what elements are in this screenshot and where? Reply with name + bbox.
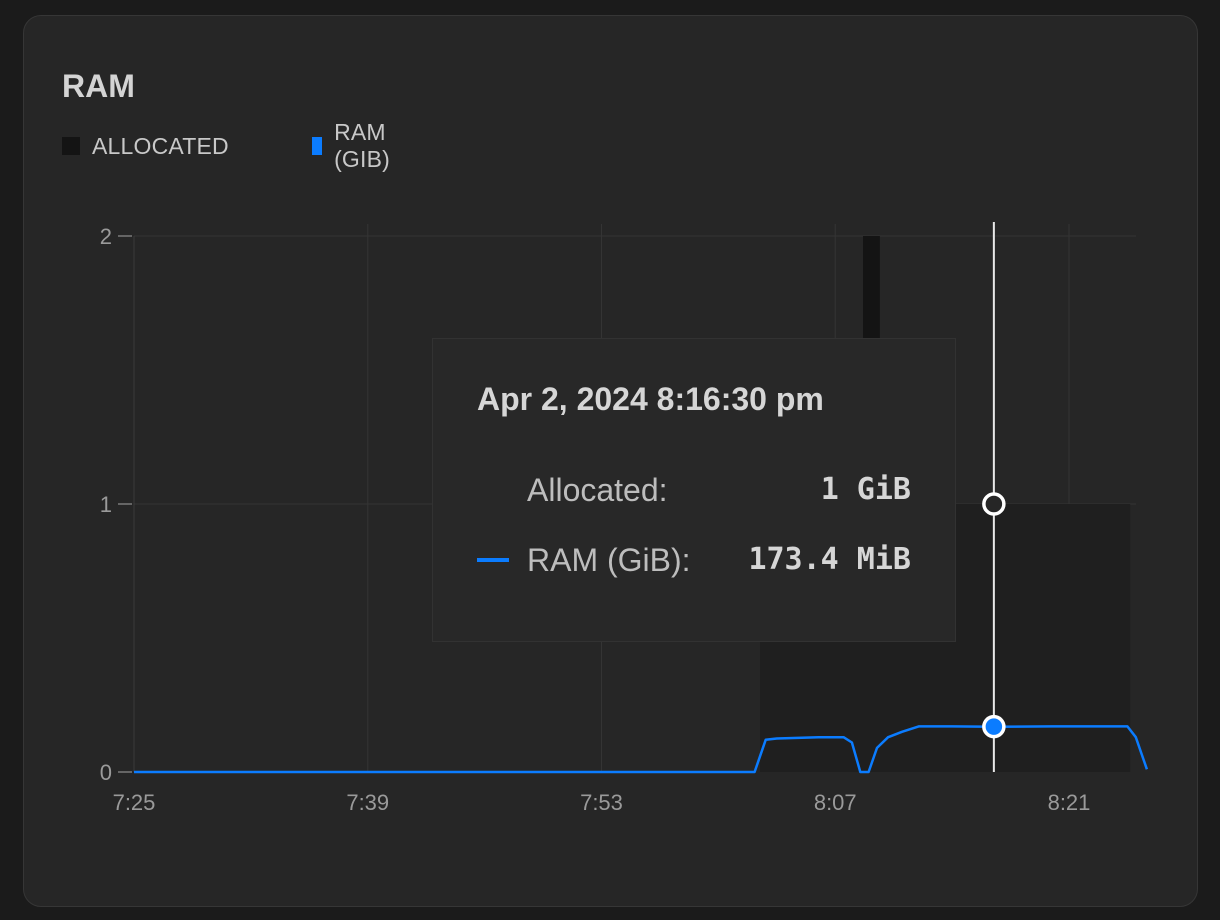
tooltip-timestamp: Apr 2, 2024 8:16:30 pm — [477, 381, 824, 417]
x-tick-label: 8:21 — [1048, 790, 1091, 815]
tooltip-swatch-ram — [477, 558, 509, 562]
chart-title: RAM — [62, 68, 135, 104]
y-tick-label: 0 — [100, 760, 112, 785]
tooltip-label-ram: RAM (GiB): — [527, 542, 691, 578]
x-tick-label: 7:53 — [580, 790, 623, 815]
hover-tooltip: Apr 2, 2024 8:16:30 pm Allocated: 1 GiB … — [432, 338, 956, 642]
x-tick-label: 8:07 — [814, 790, 857, 815]
legend-item-allocated[interactable]: ALLOCATED — [62, 131, 229, 161]
tooltip-row-allocated: Allocated: 1 GiB — [433, 470, 955, 510]
y-tick-label: 2 — [100, 224, 112, 249]
tooltip-row-ram: RAM (GiB): 173.4 MiB — [433, 540, 955, 580]
tooltip-value-ram: 173.4 MiB — [748, 542, 911, 577]
ram-series-line — [134, 725, 1149, 774]
legend-item-ram[interactable]: RAM (GIB) — [312, 119, 398, 172]
hover-marker-allocated — [982, 492, 1006, 516]
tooltip-label-allocated: Allocated: — [527, 472, 668, 508]
y-tick-label: 1 — [100, 492, 112, 517]
x-tick-label: 7:25 — [113, 790, 156, 815]
tooltip-value-allocated: 1 GiB — [820, 472, 911, 507]
x-tick-label: 7:39 — [346, 790, 389, 815]
hover-marker-ram — [982, 714, 1006, 739]
legend-swatch-allocated — [62, 137, 80, 155]
legend-swatch-ram — [312, 137, 323, 155]
legend-label-allocated: ALLOCATED — [92, 132, 229, 159]
legend-label-ram: RAM (GIB) — [334, 119, 391, 172]
